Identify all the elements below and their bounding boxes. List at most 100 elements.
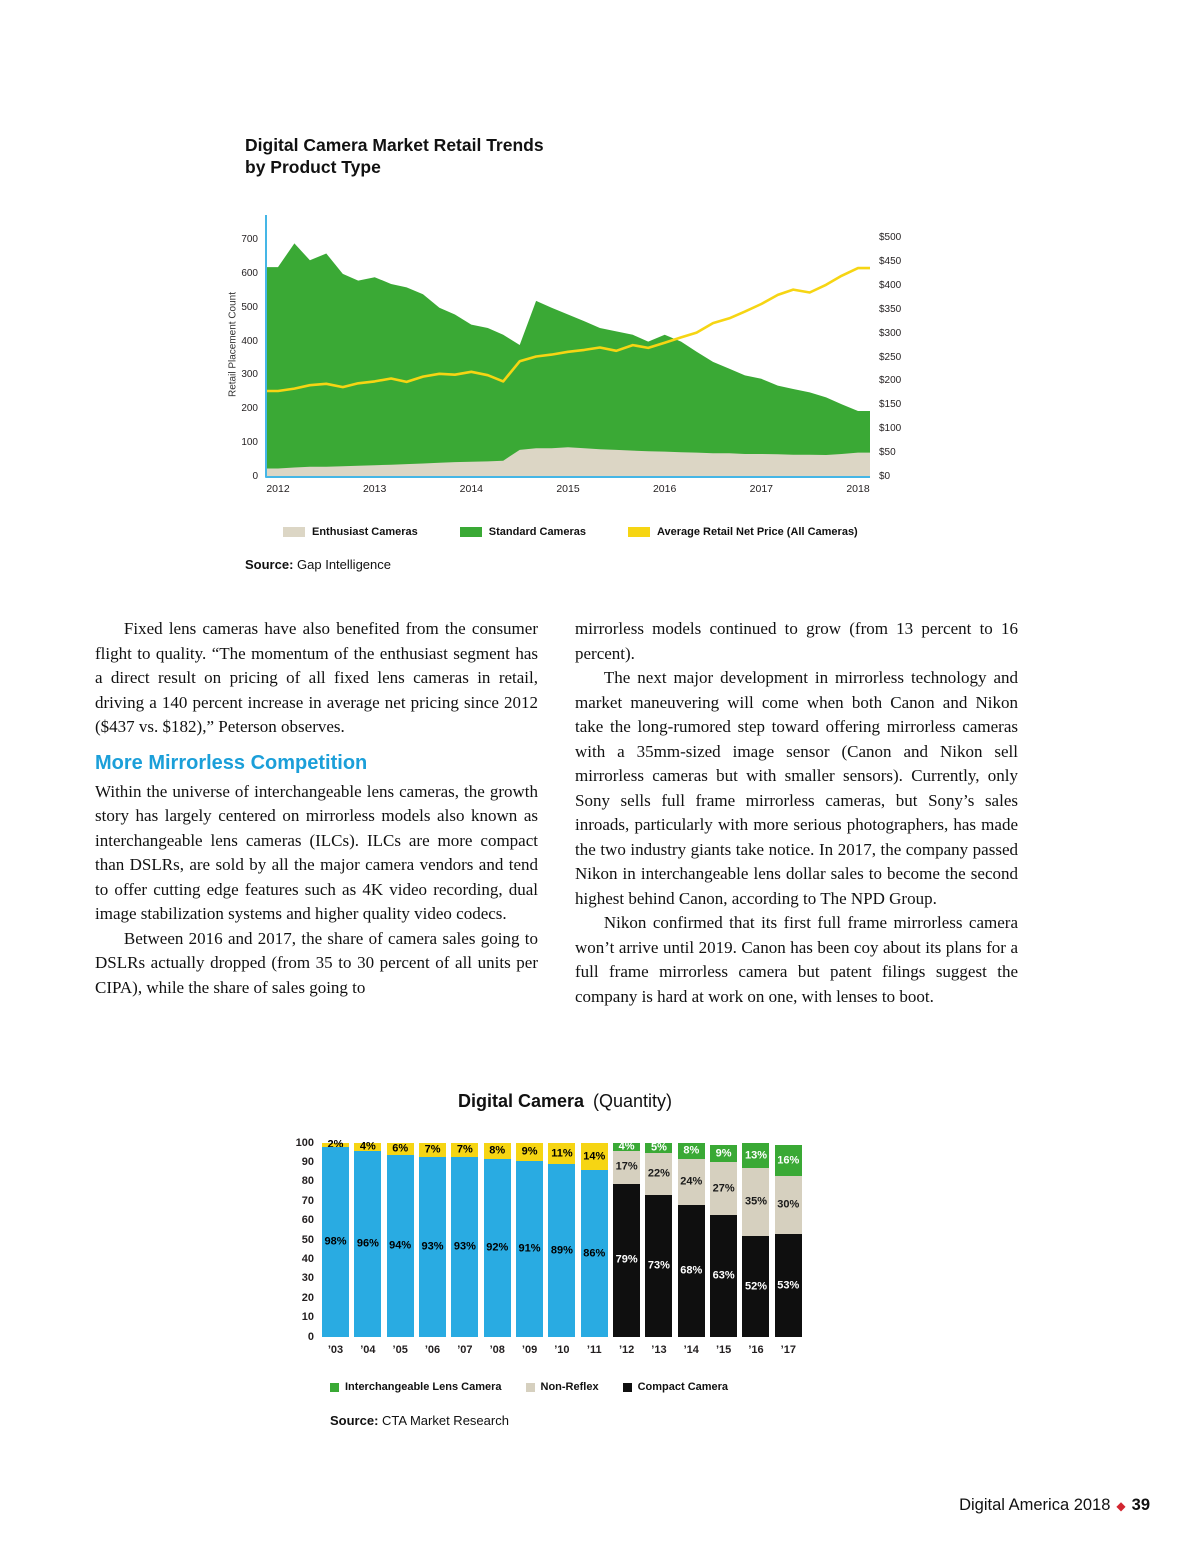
y-axis-tick: 20 bbox=[301, 1291, 314, 1304]
x-axis-tick: 2017 bbox=[749, 483, 773, 495]
stacked-bar: 14% 86% bbox=[580, 1143, 608, 1337]
left-axis-ticks: 700 600 500 400 300 200 100 0 bbox=[200, 215, 258, 482]
article-paragraph: Fixed lens cameras have also benefited f… bbox=[95, 619, 538, 736]
stacked-bar: 11% 89% bbox=[548, 1143, 576, 1337]
y-left-tick: 600 bbox=[241, 267, 258, 279]
axis-lines bbox=[265, 215, 870, 478]
source-label: Source: bbox=[245, 557, 294, 572]
article-paragraph: Between 2016 and 2017, the share of came… bbox=[95, 928, 538, 997]
x-axis-tick: 2018 bbox=[846, 483, 870, 495]
bar-segment-black: 68% bbox=[677, 1205, 705, 1337]
legend-label: Compact Camera bbox=[637, 1381, 729, 1393]
y-right-tick: $300 bbox=[879, 327, 902, 339]
segment-label: 22% bbox=[647, 1167, 670, 1180]
source-value: Gap Intelligence bbox=[297, 557, 391, 572]
article-paragraph: The next major development in mirrorless… bbox=[575, 668, 1018, 908]
legend-item: Compact Camera bbox=[622, 1381, 729, 1393]
legend-swatch bbox=[622, 1382, 632, 1392]
source-label: Source: bbox=[330, 1413, 379, 1428]
publication-name: Digital America 2018 bbox=[959, 1496, 1111, 1514]
bar-segment-blue: 93% bbox=[451, 1156, 479, 1337]
bar-segment-green: 8% bbox=[677, 1143, 705, 1159]
stacked-bar: 4% 17% 79% bbox=[613, 1141, 641, 1337]
chart2-source: Source: CTA Market Research bbox=[330, 1413, 509, 1428]
segment-label: 24% bbox=[680, 1175, 703, 1188]
x-axis-tick: 2015 bbox=[556, 483, 580, 495]
stacked-bar: 7% 93% bbox=[419, 1143, 447, 1337]
segment-label: 91% bbox=[518, 1242, 541, 1255]
enthusiast-cameras-area bbox=[265, 447, 870, 477]
y-right-tick: $350 bbox=[879, 303, 902, 315]
segment-label: 8% bbox=[683, 1144, 700, 1157]
segment-label: 11% bbox=[551, 1147, 573, 1160]
y-left-tick: 400 bbox=[241, 335, 258, 347]
page-footer: Digital America 2018 ◆ 39 bbox=[959, 1496, 1150, 1515]
legend-swatch bbox=[330, 1382, 339, 1392]
x-axis-label: ’17 bbox=[780, 1344, 796, 1356]
bar-segment-tan: 24% bbox=[677, 1158, 705, 1206]
y-right-tick: $100 bbox=[879, 423, 902, 435]
segment-label: 27% bbox=[712, 1182, 735, 1195]
y-left-tick: 0 bbox=[252, 471, 258, 482]
x-axis-label: ’07 bbox=[457, 1344, 473, 1356]
bar-segment-yellow: 9% bbox=[516, 1143, 544, 1161]
bar-segment-tan: 27% bbox=[710, 1162, 738, 1215]
diamond-icon: ◆ bbox=[1116, 1498, 1126, 1513]
stacked-bar: 6% 94% bbox=[386, 1143, 414, 1337]
legend-swatch bbox=[459, 527, 482, 537]
bar-segment-green: 13% bbox=[742, 1143, 770, 1169]
y-right-tick: $50 bbox=[879, 447, 896, 459]
bar-segment-blue: 96% bbox=[354, 1150, 382, 1337]
bar-segment-tan: 30% bbox=[774, 1176, 802, 1235]
segment-label: 16% bbox=[777, 1154, 800, 1167]
stacked-bar: 4% 96% bbox=[354, 1141, 382, 1337]
segment-label: 93% bbox=[421, 1240, 444, 1253]
legend-swatch bbox=[525, 1382, 535, 1392]
legend-item: Non-Reflex bbox=[525, 1381, 599, 1393]
x-axis-label: ’16 bbox=[748, 1344, 764, 1356]
segment-label: 30% bbox=[777, 1198, 800, 1211]
segment-label: 73% bbox=[647, 1259, 670, 1272]
y-axis-tick: 60 bbox=[301, 1214, 314, 1227]
legend-item: Standard Cameras bbox=[459, 526, 586, 538]
segment-label: 13% bbox=[744, 1149, 767, 1162]
bar-segment-green: 16% bbox=[774, 1145, 802, 1177]
chart-title-line2: by Product Type bbox=[245, 157, 381, 177]
y-axis-ticks: 100 90 80 70 60 50 40 30 20 10 0 bbox=[272, 1137, 314, 1349]
chart-title: Digital Camera (Quantity) bbox=[325, 1091, 805, 1112]
legend-item: Enthusiast Cameras bbox=[283, 526, 418, 538]
chart-title-bold: Digital Camera bbox=[457, 1091, 584, 1111]
legend-item: Interchangeable Lens Camera bbox=[330, 1381, 502, 1393]
segment-label: 4% bbox=[618, 1140, 635, 1153]
stacked-bars: 2% 98% 4% 96% 6% 94% 7% 93% 7% 93% 8% 92% 9% 91% 11% 89… bbox=[322, 1139, 802, 1337]
area-line-plot bbox=[265, 215, 870, 478]
y-left-tick: 100 bbox=[241, 437, 258, 449]
stacked-bar: 13% 35% 52% bbox=[742, 1143, 770, 1337]
segment-label: 4% bbox=[359, 1140, 376, 1153]
bar-segment-yellow: 7% bbox=[419, 1143, 447, 1157]
x-axis-tick: 2016 bbox=[652, 483, 677, 495]
y-left-tick: 700 bbox=[241, 234, 258, 245]
avg-price-line bbox=[265, 266, 870, 393]
segment-label: 7% bbox=[456, 1143, 473, 1156]
y-axis-tick: 30 bbox=[301, 1272, 314, 1285]
stacked-bar: 5% 22% 73% bbox=[645, 1142, 673, 1337]
y-axis-tick: 50 bbox=[301, 1233, 314, 1246]
segment-label: 35% bbox=[744, 1195, 767, 1208]
y-right-tick: $500 bbox=[879, 232, 902, 243]
bar-segment-yellow: 2% bbox=[322, 1139, 349, 1150]
x-axis-tick: 2012 bbox=[266, 483, 290, 495]
stacked-bar: 8% 92% bbox=[483, 1143, 511, 1337]
bar-segment-blue: 91% bbox=[516, 1160, 544, 1337]
y-right-tick: $450 bbox=[879, 255, 902, 267]
bar-segment-tan: 35% bbox=[742, 1168, 770, 1237]
x-axis-labels: ’03 ’04 ’05 ’06 ’07 ’08 ’09 ’10 ’11 ’12 ’13 ’14 ’15 ’… bbox=[322, 1344, 802, 1356]
page-number: 39 bbox=[1131, 1496, 1150, 1514]
y-axis-tick: 40 bbox=[301, 1252, 314, 1265]
x-axis-label: ’11 bbox=[586, 1344, 602, 1356]
x-axis-tick: 2014 bbox=[459, 483, 483, 495]
segment-label: 68% bbox=[680, 1264, 703, 1277]
segment-label: 93% bbox=[453, 1240, 476, 1253]
segment-label: 92% bbox=[486, 1241, 509, 1254]
x-axis-label: ’05 bbox=[392, 1344, 408, 1356]
